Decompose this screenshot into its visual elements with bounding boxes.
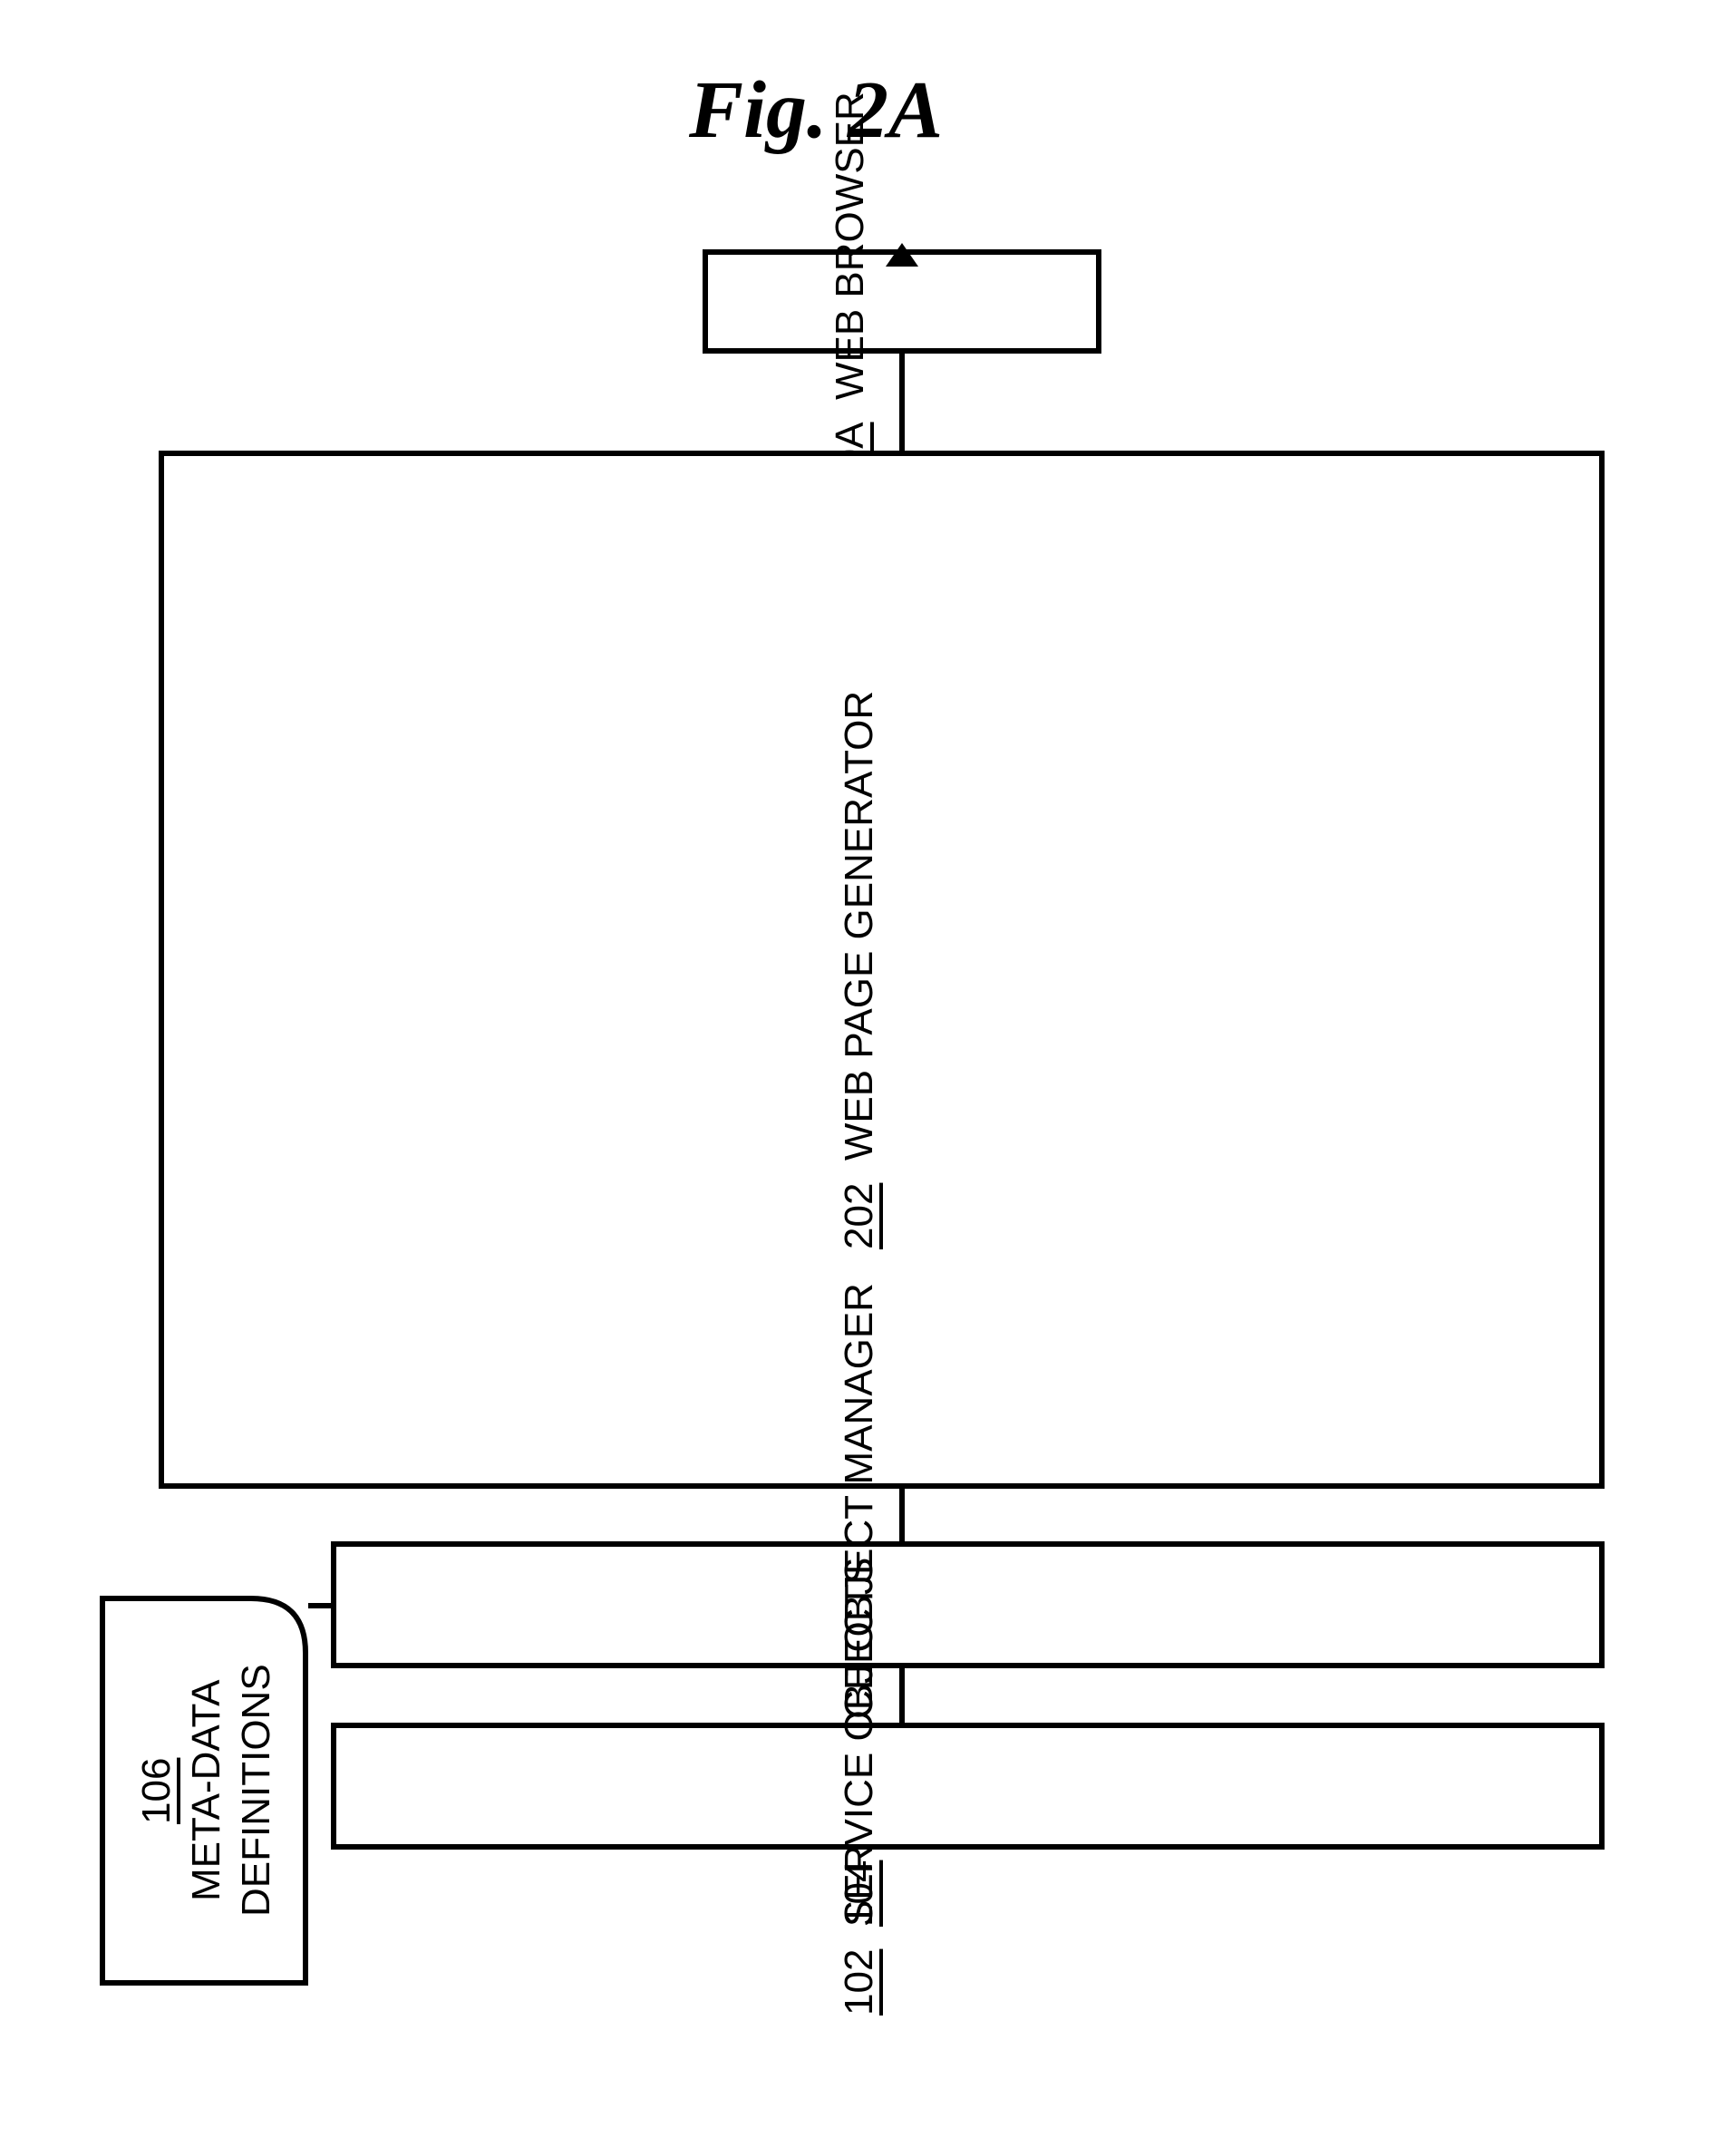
label-web-page-generator: 202 WEB PAGE GENERATOR bbox=[834, 685, 884, 1256]
ref-meta-data: 106 bbox=[131, 1757, 181, 1823]
node-service-object-manager bbox=[331, 1541, 1605, 1668]
edge-generator-to-browser bbox=[899, 354, 905, 451]
ref-service-objects: 102 bbox=[837, 1948, 881, 2015]
label-meta-data-ref: 106 bbox=[131, 1750, 181, 1831]
edge-manager-to-metadata bbox=[308, 1603, 331, 1608]
edge-generator-to-manager bbox=[899, 1489, 905, 1541]
node-service-objects bbox=[331, 1723, 1605, 1850]
text-service-objects: SERVICE OBJECTS bbox=[837, 1557, 881, 1927]
text-web-browser: WEB BROWSER bbox=[828, 92, 872, 400]
arrowhead-generator-to-browser bbox=[886, 243, 918, 267]
label-meta-data-line1: META-DATA bbox=[181, 1659, 231, 1922]
ref-web-page-generator: 202 bbox=[837, 1183, 881, 1249]
label-meta-data-line2: DEFINITIONS bbox=[231, 1650, 281, 1931]
label-service-objects: 102 SERVICE OBJECTS bbox=[834, 1564, 884, 2008]
label-web-browser: 110A WEB BROWSER bbox=[825, 116, 875, 488]
text-web-page-generator: WEB PAGE GENERATOR bbox=[837, 691, 881, 1161]
diagram-canvas: Fig. 2A 110A WEB BROWSER 202 WEB PAGE GE… bbox=[0, 0, 1736, 2137]
edge-manager-to-objects bbox=[899, 1668, 905, 1723]
figure-title: Fig. 2A bbox=[689, 63, 943, 157]
